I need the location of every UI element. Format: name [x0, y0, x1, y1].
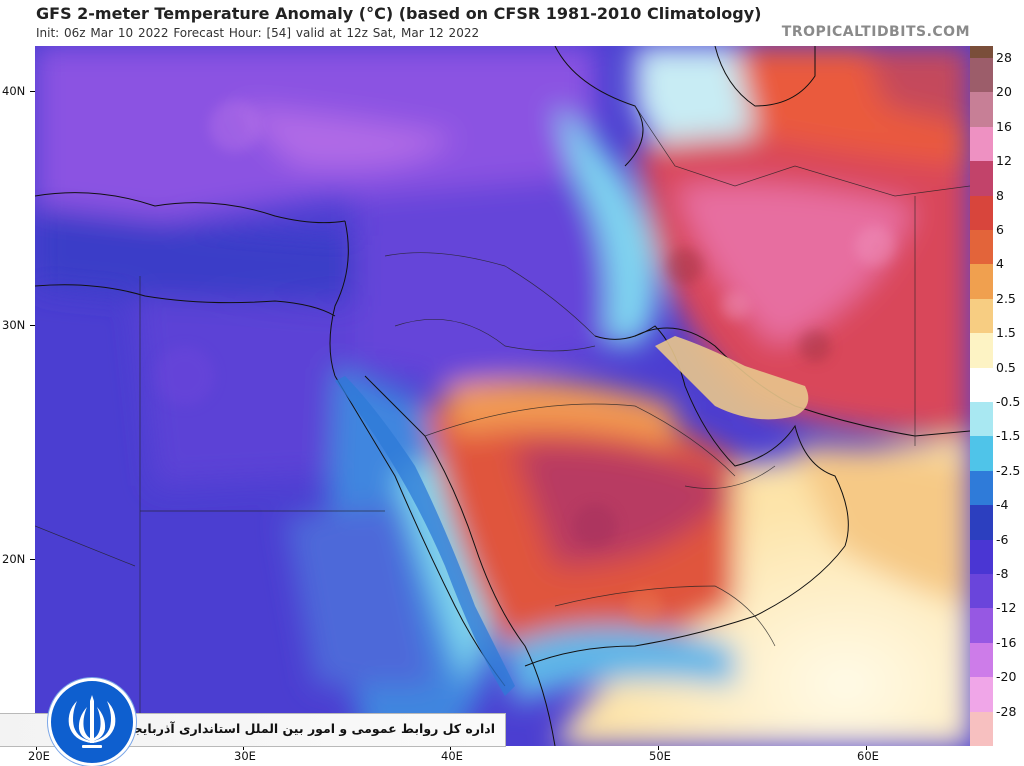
lat-tick-30 [30, 325, 35, 326]
colorbar-tick-label: 16 [996, 118, 1012, 134]
colorbar-segment [970, 298, 993, 334]
colorbar-segment [970, 46, 993, 59]
colorbar-tick-label: 2.5 [996, 290, 1016, 306]
region-mediterranean [35, 206, 355, 300]
colorbar-segment [970, 402, 993, 437]
lon-tick-20 [36, 746, 37, 750]
region-turkey-interior [235, 106, 455, 168]
lat-label-40n: 40N [2, 84, 26, 98]
colorbar-legend [970, 46, 993, 747]
colorbar-tick-label: 6 [996, 222, 1004, 237]
colorbar-segment [970, 264, 993, 300]
colorbar-segment [970, 126, 993, 162]
colorbar-tick-label: 20 [996, 84, 1012, 100]
region-rub-al-khali [515, 444, 735, 566]
red-sea [335, 376, 515, 696]
colorbar-segment [970, 539, 993, 575]
banner-text: اداره کل روابط عمومی و امور بین الملل اس… [80, 721, 495, 736]
colorbar-tick-label: -6 [996, 531, 1009, 547]
colorbar-segment [970, 161, 993, 197]
colorbar-tick-label: -0.5 [996, 394, 1021, 409]
colorbar-segment [970, 92, 993, 128]
region-sudan-east [285, 506, 435, 686]
colorbar-tick-label: 12 [996, 153, 1012, 169]
lat-label-30n: 30N [2, 318, 26, 332]
colorbar-tick-label: -4 [996, 497, 1009, 513]
lon-tick-30 [243, 746, 244, 750]
colorbar-tick-label: -1.5 [996, 428, 1021, 444]
brand-watermark: TROPICALTIDBITS.COM [781, 24, 970, 40]
map-canvas [35, 46, 970, 746]
colorbar-tick-label: -28 [996, 703, 1017, 719]
lat-tick-40 [30, 91, 35, 92]
lat-label-20n: 20N [2, 552, 26, 566]
colorbar-tick-label: -20 [996, 669, 1017, 685]
region-yemen-fringe [505, 626, 735, 706]
colorbar-segment [970, 367, 993, 403]
colorbar-tick-label: 0.5 [996, 359, 1016, 375]
colorbar-segment [970, 230, 993, 265]
colorbar-segment [970, 711, 993, 747]
lon-tick-50 [658, 746, 659, 750]
forecast-subtitle: Init: 06z Mar 10 2022 Forecast Hour: [54… [36, 26, 480, 40]
colorbar-segment [970, 677, 993, 713]
colorbar-segment [970, 608, 993, 644]
lon-label-60e: 60E [857, 749, 879, 763]
chart-title: GFS 2-meter Temperature Anomaly (°C) (ba… [36, 4, 762, 23]
colorbar-tick-label: -2.5 [996, 462, 1021, 478]
colorbar-segment [970, 505, 993, 541]
colorbar-segment [970, 58, 993, 93]
lon-label-50e: 50E [649, 749, 671, 763]
lat-tick-20 [30, 559, 35, 560]
colorbar-tick-label: -8 [996, 566, 1009, 581]
colorbar-tick-label: 1.5 [996, 325, 1016, 341]
colorbar-segment [970, 642, 993, 678]
lon-label-30e: 30E [234, 749, 256, 763]
lon-label-40e: 40E [441, 749, 463, 763]
region-egypt [135, 296, 355, 486]
colorbar-tick-label: 28 [996, 50, 1012, 65]
lon-tick-60 [866, 746, 867, 750]
region-iran-interior [675, 183, 915, 346]
region-arabian-sea-north [795, 446, 970, 606]
region-levant [355, 176, 635, 386]
region-far-northeast [865, 46, 970, 126]
colorbar-segment [970, 574, 993, 609]
persian-gulf [655, 336, 809, 420]
region-arabia-north-edge [445, 379, 675, 446]
country-borders [35, 105, 970, 746]
iran-emblem-icon [48, 678, 136, 766]
lon-label-20e: 20E [28, 749, 50, 763]
colorbar-tick-label: -16 [996, 634, 1017, 650]
colorbar-tick-label: -12 [996, 600, 1017, 616]
lon-tick-40 [450, 746, 451, 750]
temperature-anomaly-map[interactable] [35, 46, 970, 746]
colorbar-segment [970, 470, 993, 506]
colorbar-tick-label: 4 [996, 256, 1004, 272]
colorbar-segment [970, 436, 993, 472]
colorbar-tick-label: 8 [996, 187, 1004, 203]
colorbar-segment [970, 333, 993, 369]
colorbar-segment [970, 195, 993, 231]
region-zagros-fringe [555, 106, 658, 346]
